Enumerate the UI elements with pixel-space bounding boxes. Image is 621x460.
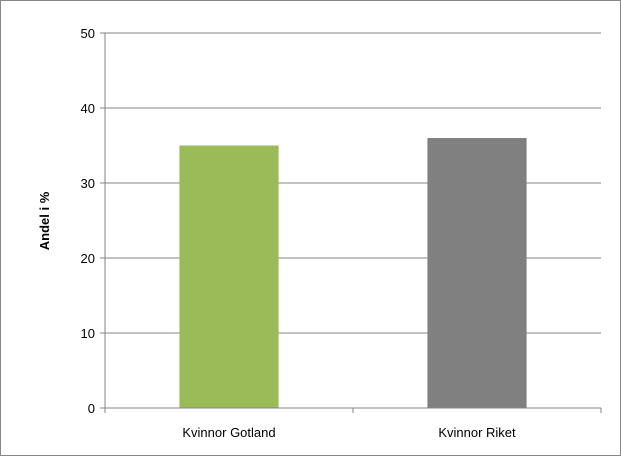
y-tick-label: 20: [81, 251, 95, 266]
y-tick-label: 10: [81, 326, 95, 341]
bar-kvinnor-gotland: [179, 145, 279, 408]
axes: 0 10 20 30 40 50 Kvinnor Gotland Kvinnor Riket: [81, 26, 602, 440]
y-tick-label: 40: [81, 101, 95, 116]
bars: [179, 138, 527, 408]
bar-kvinnor-riket: [427, 138, 527, 408]
y-tick-label: 50: [81, 26, 95, 41]
x-tick-label: Kvinnor Gotland: [182, 425, 275, 440]
y-tick-label: 0: [88, 401, 95, 416]
y-axis-title: Andel i %: [37, 191, 52, 250]
y-tick-label: 30: [81, 176, 95, 191]
x-tick-label: Kvinnor Riket: [438, 425, 516, 440]
